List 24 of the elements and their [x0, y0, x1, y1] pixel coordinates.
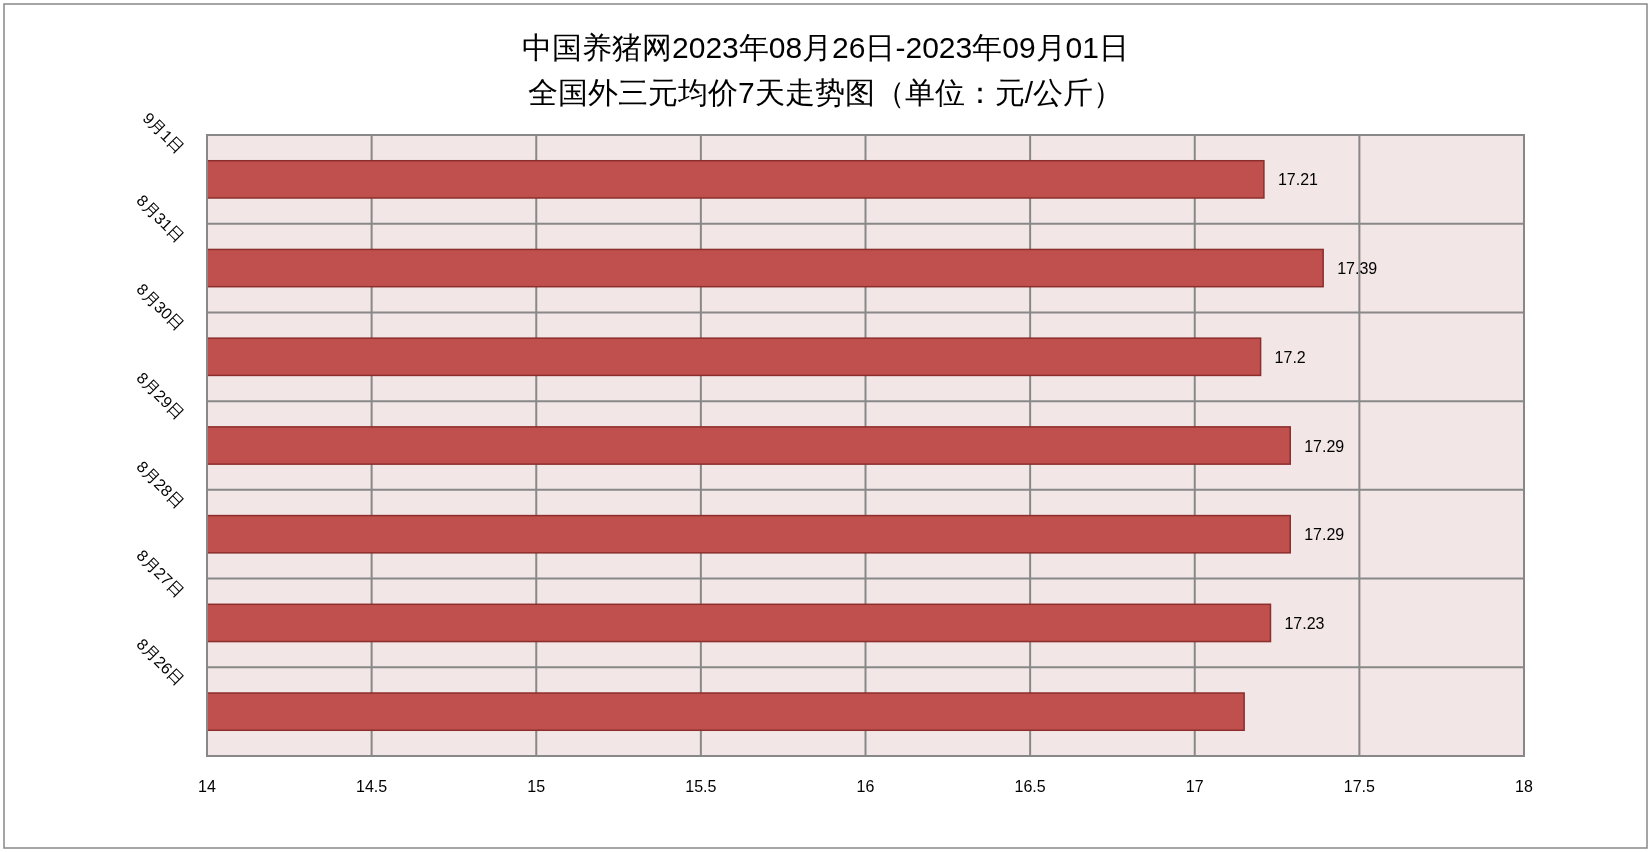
- x-tick-label: 14.5: [356, 778, 388, 795]
- y-tick-label: 8月26日: [133, 635, 187, 689]
- chart-subtitle: 全国外三元均价7天走势图（单位：元/公斤）: [527, 76, 1124, 109]
- x-tick-label: 15: [527, 778, 546, 795]
- data-label: 17.39: [1337, 260, 1378, 278]
- x-tick-label: 17: [1185, 778, 1204, 795]
- x-tick-label: 16.5: [1014, 778, 1046, 795]
- y-tick-label: 9月1日: [139, 109, 187, 157]
- x-tick-label: 16: [856, 778, 875, 795]
- y-tick-label: 8月27日: [133, 546, 187, 601]
- chart-title: 中国养猪网2023年08月26日-2023年09月01日: [522, 31, 1129, 64]
- data-label: 17.29: [1304, 526, 1345, 544]
- x-tick-label: 17.5: [1343, 778, 1376, 795]
- y-tick-label: 8月28日: [133, 457, 187, 512]
- y-tick-label: 8月30日: [133, 280, 187, 334]
- y-tick-label: 8月31日: [133, 191, 187, 246]
- data-label: 17.23: [1284, 614, 1325, 632]
- data-label: 17.21: [1277, 171, 1319, 189]
- x-tick-label: 14: [198, 778, 216, 795]
- data-label: 17.2: [1274, 348, 1306, 366]
- data-label: 17.29: [1304, 437, 1345, 455]
- y-tick-label: 8月29日: [133, 369, 187, 423]
- x-tick-label: 15.5: [685, 778, 717, 795]
- x-tick-label: 18: [1515, 778, 1533, 795]
